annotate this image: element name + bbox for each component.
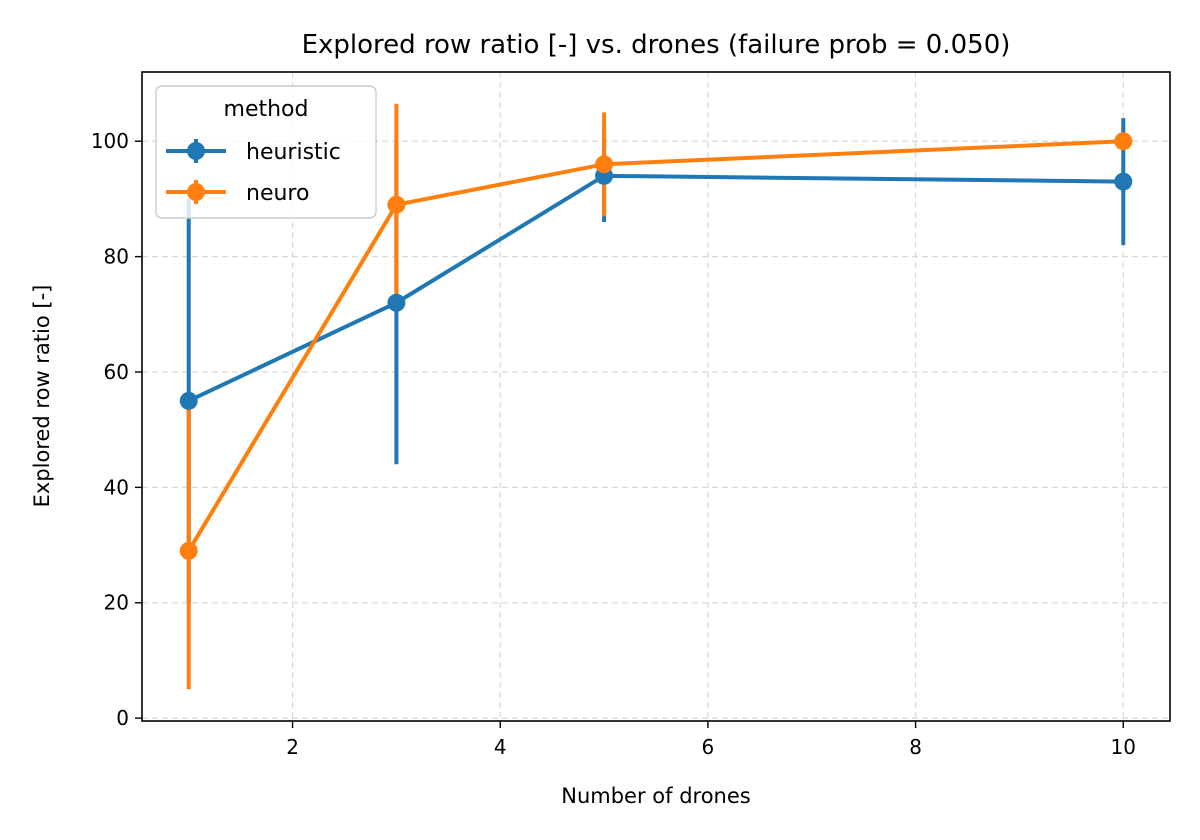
data-points (179, 132, 1133, 560)
legend-title: method (224, 97, 309, 122)
y-tick-label: 40 (104, 475, 129, 499)
legend: method heuristic neuro (155, 85, 377, 219)
chart-title: Explored row ratio [-] vs. drones (failu… (302, 30, 1011, 60)
legend-box (155, 85, 377, 219)
y-tick-label: 100 (91, 129, 129, 153)
heuristic-line (187, 173, 1124, 403)
legend-label: neuro (246, 181, 309, 206)
y-tick-label: 80 (104, 245, 129, 269)
legend-marker (187, 142, 205, 160)
y-tick-label: 60 (104, 360, 129, 384)
neuro-line (187, 139, 1124, 552)
grid (142, 72, 1170, 721)
x-axis-ticks: 2 4 6 8 10 (286, 721, 1136, 759)
neuro-point (179, 541, 198, 560)
x-tick-label: 8 (909, 735, 922, 759)
x-tick-label: 10 (1111, 735, 1136, 759)
y-tick-label: 0 (116, 706, 129, 730)
plot-frame (141, 71, 1171, 722)
heuristic-point (1114, 172, 1133, 191)
series-lines (187, 139, 1124, 552)
neuro-point (1114, 132, 1133, 151)
legend-label: heuristic (246, 140, 341, 165)
y-axis-label: Explored row ratio [-] (30, 285, 54, 508)
legend-item-neuro: neuro (166, 180, 309, 206)
neuro-point (387, 195, 406, 214)
heuristic-point (179, 391, 198, 410)
x-tick-label: 6 (702, 735, 715, 759)
legend-items: heuristic neuro (166, 139, 341, 206)
x-tick-label: 4 (494, 735, 507, 759)
heuristic-point (387, 293, 406, 312)
y-axis-ticks: 0 20 40 60 80 100 (91, 129, 142, 730)
legend-item-heuristic: heuristic (166, 139, 341, 165)
x-tick-label: 2 (286, 735, 299, 759)
y-tick-label: 20 (104, 591, 129, 615)
neuro-point (595, 155, 614, 174)
x-axis-label: Number of drones (561, 784, 750, 808)
legend-marker (187, 183, 205, 201)
